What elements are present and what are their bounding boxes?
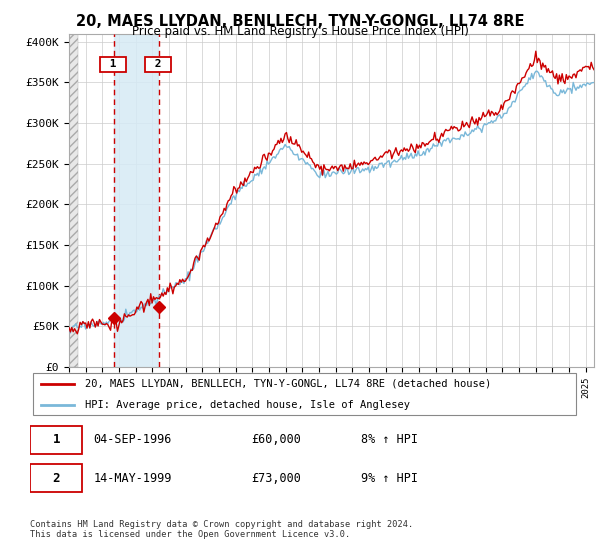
Text: 2: 2 [148, 59, 168, 69]
Text: £73,000: £73,000 [251, 472, 301, 484]
Text: 9% ↑ HPI: 9% ↑ HPI [361, 472, 418, 484]
Text: Contains HM Land Registry data © Crown copyright and database right 2024.
This d: Contains HM Land Registry data © Crown c… [30, 520, 413, 539]
Text: £60,000: £60,000 [251, 433, 301, 446]
Text: Price paid vs. HM Land Registry's House Price Index (HPI): Price paid vs. HM Land Registry's House … [131, 25, 469, 38]
Bar [113, 34, 158, 367]
Text: HPI: Average price, detached house, Isle of Anglesey: HPI: Average price, detached house, Isle… [85, 400, 410, 410]
Text: 04-SEP-1996: 04-SEP-1996 [94, 433, 172, 446]
Text: 8% ↑ HPI: 8% ↑ HPI [361, 433, 418, 446]
Text: 20, MAES LLYDAN, BENLLECH, TYN-Y-GONGL, LL74 8RE: 20, MAES LLYDAN, BENLLECH, TYN-Y-GONGL, … [76, 14, 524, 29]
FancyBboxPatch shape [33, 373, 577, 416]
Text: 14-MAY-1999: 14-MAY-1999 [94, 472, 172, 484]
FancyBboxPatch shape [30, 426, 82, 454]
FancyBboxPatch shape [30, 464, 82, 492]
Text: 1: 1 [103, 59, 123, 69]
Text: 20, MAES LLYDAN, BENLLECH, TYN-Y-GONGL, LL74 8RE (detached house): 20, MAES LLYDAN, BENLLECH, TYN-Y-GONGL, … [85, 379, 491, 389]
Text: 1: 1 [53, 433, 60, 446]
Text: 2: 2 [53, 472, 60, 484]
